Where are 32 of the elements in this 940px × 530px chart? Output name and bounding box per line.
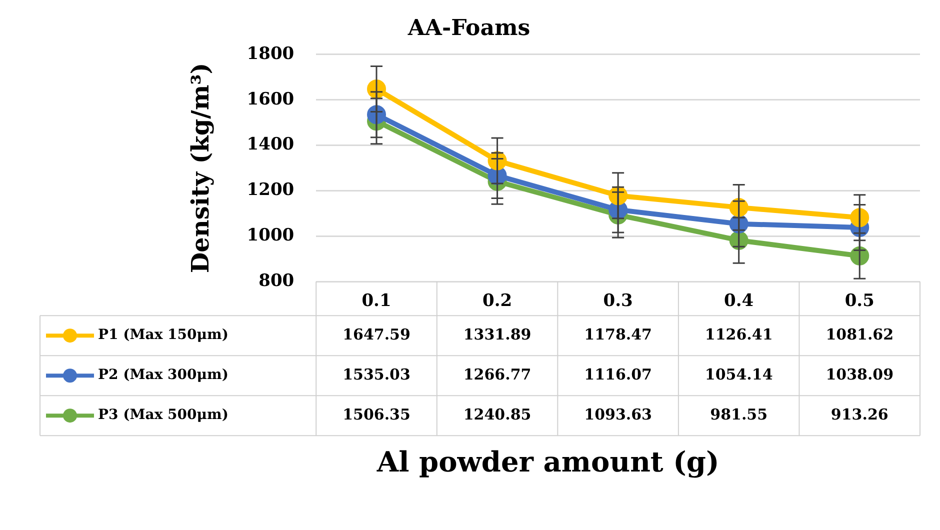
legend-label: P3 (Max 500μm) bbox=[98, 407, 228, 424]
data-label: 1331.89 bbox=[463, 325, 532, 344]
x-tick-label: 0.4 bbox=[724, 291, 754, 312]
x-tick-label: 0.1 bbox=[362, 291, 392, 312]
data-label: 1126.41 bbox=[704, 325, 773, 344]
y-tick-label: 1600 bbox=[246, 89, 294, 110]
x-tick-label: 0.2 bbox=[482, 291, 512, 312]
data-label: 1647.59 bbox=[342, 325, 410, 344]
data-label: 1178.47 bbox=[584, 325, 652, 344]
x-tick-label: 0.5 bbox=[844, 291, 874, 312]
data-label: 1535.03 bbox=[342, 365, 410, 384]
y-tick-label: 1000 bbox=[246, 226, 294, 246]
data-label: 1266.77 bbox=[463, 365, 532, 384]
legend-label: P1 (Max 150μm) bbox=[98, 327, 228, 344]
data-label: 913.26 bbox=[830, 405, 888, 424]
chart-title: AA-Foams bbox=[406, 14, 530, 41]
data-label: 1240.85 bbox=[463, 405, 532, 424]
data-label: 1054.14 bbox=[704, 365, 773, 384]
data-label: 1116.07 bbox=[584, 365, 652, 384]
data-label: 1506.35 bbox=[342, 405, 410, 424]
legend-label: P2 (Max 300μm) bbox=[98, 367, 228, 384]
y-tick-label: 1800 bbox=[246, 44, 294, 64]
data-label: 981.55 bbox=[710, 405, 768, 424]
x-axis-title: Al powder amount (g) bbox=[376, 446, 720, 479]
y-tick-label: 1400 bbox=[246, 134, 294, 155]
data-label: 1081.62 bbox=[826, 325, 894, 344]
y-tick-label: 1200 bbox=[246, 180, 294, 200]
x-tick-label: 0.3 bbox=[603, 291, 633, 312]
data-label: 1038.09 bbox=[826, 365, 894, 384]
data-label: 1093.63 bbox=[584, 405, 652, 424]
y-tick-label: 800 bbox=[258, 271, 294, 292]
y-axis-title: Density (kg/m³) bbox=[186, 62, 215, 274]
